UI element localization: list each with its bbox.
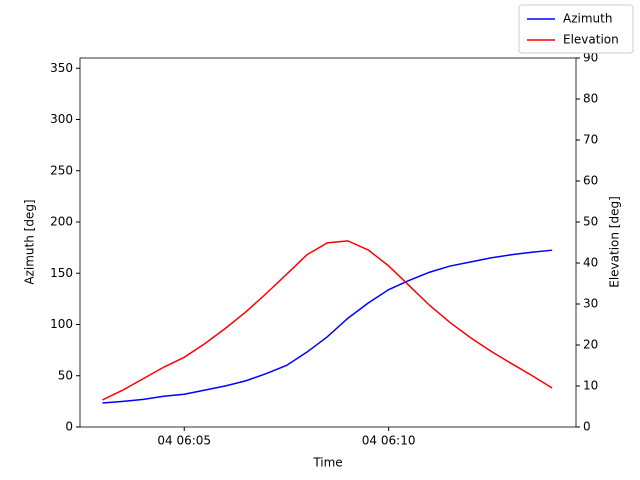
- y2-tick-label: 0: [583, 420, 591, 434]
- legend-box: [518, 4, 634, 54]
- legend-label: Azimuth: [563, 12, 612, 26]
- x-tick-label: 04 06:05: [157, 434, 211, 448]
- y-tick-label: 150: [50, 266, 73, 280]
- data-line: [102, 240, 553, 401]
- y-tick-label: 250: [50, 163, 73, 177]
- y-tick-label: 300: [50, 112, 73, 126]
- y-tick-label: 100: [50, 317, 73, 331]
- plot-frame: [79, 57, 577, 428]
- y-tick-label: 50: [58, 368, 73, 382]
- legend-label: Elevation: [563, 33, 619, 47]
- y2-tick-label: 70: [583, 133, 598, 147]
- y-axis-label: Azimuth [deg]: [23, 199, 37, 284]
- x-tick-label: 04 06:10: [362, 434, 416, 448]
- y2-tick-label: 50: [583, 215, 598, 229]
- x-axis-label: Time: [312, 456, 342, 470]
- data-line: [102, 249, 553, 404]
- y2-tick-label: 20: [583, 338, 598, 352]
- y2-tick-label: 80: [583, 92, 598, 106]
- y2-tick-label: 60: [583, 174, 598, 188]
- y-tick-label: 0: [65, 420, 73, 434]
- y2-axis-label: Elevation [deg]: [608, 196, 622, 288]
- y-tick-label: 200: [50, 215, 73, 229]
- y2-tick-label: 40: [583, 256, 598, 270]
- y-tick-label: 350: [50, 61, 73, 75]
- y2-tick-label: 10: [583, 379, 598, 393]
- y2-tick-label: 30: [583, 297, 598, 311]
- y2-tick-label: 90: [583, 51, 598, 65]
